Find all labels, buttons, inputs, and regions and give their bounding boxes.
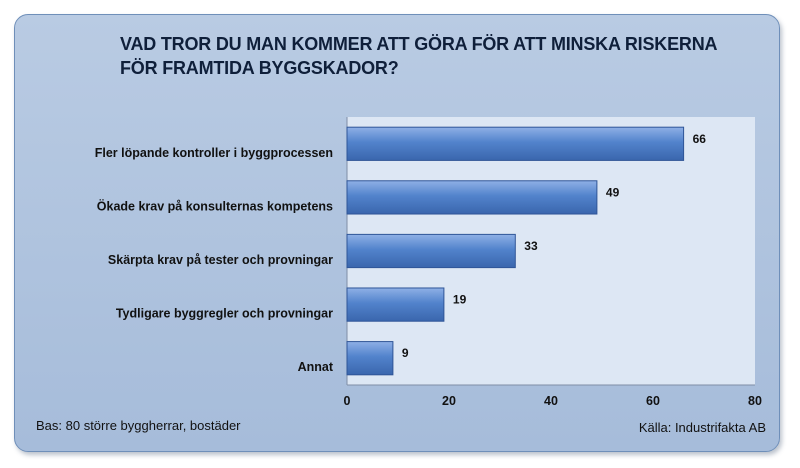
data-label: 66 <box>693 132 707 146</box>
data-label: 33 <box>524 239 538 253</box>
x-tick-label: 0 <box>344 394 351 408</box>
bar <box>346 233 516 269</box>
bar <box>346 287 445 322</box>
x-tick-label: 40 <box>544 394 558 408</box>
category-label: Skärpta krav på tester och provningar <box>108 253 333 267</box>
bar <box>346 180 598 215</box>
x-tick-label: 20 <box>442 394 456 408</box>
data-label: 9 <box>402 346 409 360</box>
data-label: 19 <box>453 293 467 307</box>
category-label: Fler löpande kontroller i byggprocessen <box>95 146 333 160</box>
data-label: 49 <box>606 185 620 199</box>
category-label: Tydligare byggregler och provningar <box>116 307 333 321</box>
category-label: Annat <box>298 360 334 374</box>
chart-title: VAD TROR DU MAN KOMMER ATT GÖRA FÖR ATT … <box>120 34 717 78</box>
bar <box>346 126 685 161</box>
x-tick-label: 60 <box>646 394 660 408</box>
x-tick-label: 80 <box>748 394 762 408</box>
category-label: Ökade krav på konsulternas kompetens <box>97 198 333 213</box>
base-note: Bas: 80 större byggherrar, bostäder <box>36 418 241 433</box>
source-note: Källa: Industrifakta AB <box>638 420 766 435</box>
bar <box>346 341 394 376</box>
